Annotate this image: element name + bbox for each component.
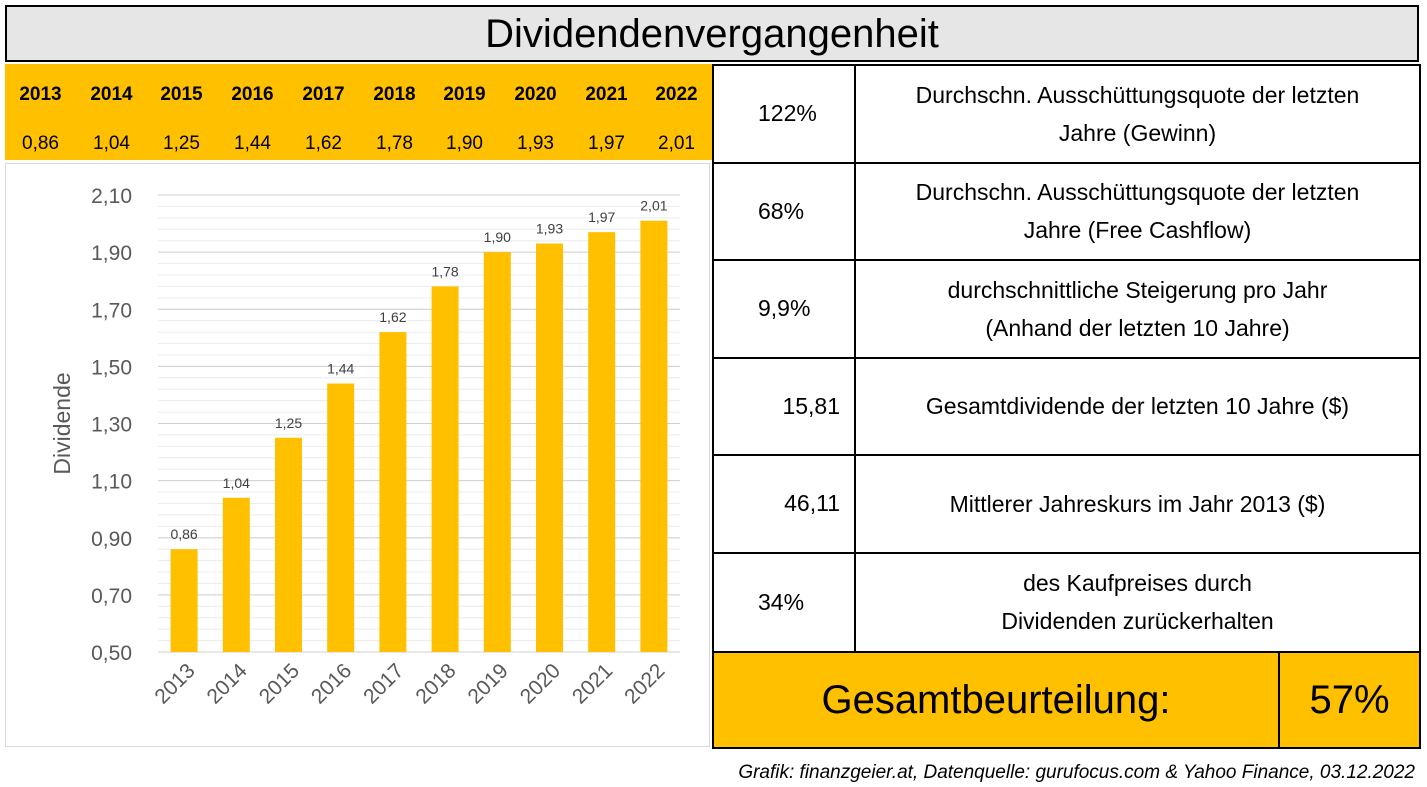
bar-value-label: 1,04: [223, 475, 250, 491]
y-tick-label: 2,10: [91, 185, 132, 208]
bar-value-label: 0,86: [170, 526, 197, 542]
x-tick-label: 2013: [150, 659, 199, 708]
x-tick-label: 2014: [203, 659, 253, 709]
bar: [536, 243, 563, 652]
y-tick-label: 0,70: [91, 585, 132, 608]
stat-description: Durchschn. Ausschüttungsquote der letzte…: [856, 66, 1419, 162]
bar: [170, 549, 198, 652]
stat-description-line: durchschnittliche Steigerung pro Jahr: [947, 276, 1328, 303]
stat-row-payout-earnings: 122% Durchschn. Ausschüttungsquote der l…: [714, 66, 1419, 164]
bar-value-label: 1,62: [379, 309, 406, 325]
x-tick-label: 2017: [359, 659, 408, 708]
dividend-cell: 1,93: [517, 133, 554, 154]
bar-value-label: 1,44: [327, 361, 354, 377]
year-cell: 2020: [514, 84, 557, 105]
stat-description: Gesamtdividende der letzten 10 Jahre ($): [925, 393, 1350, 420]
bar: [379, 332, 407, 652]
stat-description-line: Durchschn. Ausschüttungsquote der letzte…: [915, 179, 1360, 206]
stat-value: 46,11: [714, 456, 856, 552]
y-tick-label: 1,30: [91, 414, 132, 437]
year-cell: 2014: [90, 84, 133, 105]
stat-value: 34%: [714, 553, 856, 651]
x-tick-label: 2020: [516, 659, 565, 708]
dividend-cell: 1,62: [305, 133, 342, 154]
year-cell: 2019: [443, 84, 486, 105]
x-tick-label: 2019: [464, 659, 513, 708]
year-cell: 2016: [231, 84, 274, 105]
year-cell: 2021: [585, 84, 628, 105]
year-cell: 2017: [302, 84, 345, 105]
dividend-cell: 1,04: [93, 133, 130, 154]
y-tick-label: 1,70: [91, 299, 132, 322]
stat-description: Durchschn. Ausschüttungsquote der letzte…: [856, 164, 1419, 260]
dividend-cell: 1,78: [376, 133, 413, 154]
stat-description: durchschnittliche Steigerung pro Jahr (An…: [856, 261, 1419, 357]
dividend-year-table: 2013 2014 2015 2016 2017 2018 2019 2020 …: [5, 64, 712, 160]
stats-table: 122% Durchschn. Ausschüttungsquote der l…: [712, 64, 1421, 653]
dividend-cell: 1,25: [163, 133, 200, 154]
bar-value-label: 1,90: [484, 229, 511, 245]
x-tick-label: 2015: [255, 659, 304, 708]
stat-row-payback: 34% des Kaufpreises durch Dividenden zurü…: [714, 553, 1419, 652]
stat-value: 68%: [714, 163, 856, 259]
dividend-chart-frame: 2,10 1,90 1,70 1,50 1,30 1,10 0,90 0,70 0,50 Divi…: [5, 163, 710, 747]
bar: [275, 437, 302, 652]
x-tick-label: 2021: [568, 659, 617, 708]
dividend-bar-chart: 2,10 1,90 1,70 1,50 1,30 1,10 0,90 0,70 0,50 Divi…: [49, 185, 680, 709]
overall-rating: Gesamtbeurteilung: 57%: [712, 651, 1421, 749]
y-tick-label: 1,10: [91, 471, 132, 494]
stat-row-growth: 9,9% durchschnittliche Steigerung pro Ja…: [714, 261, 1419, 359]
stat-description-line: Durchschn. Ausschüttungsquote der letzte…: [915, 81, 1360, 108]
stat-row-mean-price: 46,11 Mittlerer Jahreskurs im Jahr 2013 …: [714, 456, 1419, 554]
stat-description: Mittlerer Jahreskurs im Jahr 2013 ($): [949, 490, 1326, 517]
stat-row-payout-fcf: 68% Durchschn. Ausschüttungsquote der le…: [714, 163, 1419, 261]
stat-description-line: des Kaufpreises durch: [1023, 570, 1252, 597]
year-cell: 2018: [373, 84, 416, 105]
stat-description-line: (Anhand der letzten 10 Jahre): [985, 314, 1290, 341]
stat-value: 15,81: [714, 358, 856, 454]
y-axis-label: Dividende: [49, 372, 75, 474]
bar: [588, 232, 616, 652]
stat-value: 122%: [714, 66, 856, 162]
x-tick-label: 2022: [620, 659, 669, 708]
page-title: Dividendenvergangenheit: [5, 5, 1419, 62]
bar: [431, 286, 459, 652]
stat-description-line: Dividenden zurückerhalten: [1001, 608, 1274, 635]
bar-value-label: 1,78: [431, 263, 458, 279]
bar-value-label: 1,97: [588, 209, 615, 225]
x-tick-label: 2018: [411, 659, 460, 708]
dividend-cell: 2,01: [658, 133, 695, 154]
x-tick-label: 2016: [307, 659, 356, 708]
bar: [222, 497, 250, 652]
dividend-cell: 1,97: [588, 133, 625, 154]
year-cell: 2013: [19, 84, 62, 105]
bar-value-label: 1,93: [536, 221, 563, 237]
dividend-cell: 0,86: [22, 133, 59, 154]
overall-rating-label: Gesamtbeurteilung:: [714, 653, 1280, 747]
y-tick-label: 1,90: [91, 242, 132, 265]
bar: [640, 220, 668, 653]
bar: [327, 383, 355, 652]
stat-value: 9,9%: [714, 261, 856, 357]
source-note: Grafik: finanzgeier.at, Datenquelle: gur…: [738, 762, 1415, 783]
y-tick-label: 1,50: [91, 356, 132, 379]
year-cell: 2015: [160, 84, 203, 105]
y-tick-label: 0,90: [91, 528, 132, 551]
stat-description-line: Jahre (Free Cashflow): [1023, 217, 1252, 244]
stat-description: des Kaufpreises durch Dividenden zurücker…: [856, 554, 1419, 652]
overall-rating-score: 57%: [1309, 677, 1390, 722]
year-cell: 2022: [655, 84, 698, 105]
bar-value-label: 2,01: [640, 198, 667, 214]
y-tick-label: 0,50: [91, 642, 132, 665]
bar: [483, 252, 511, 652]
stat-row-total-dividend: 15,81 Gesamtdividende der letzten 10 Jah…: [714, 358, 1419, 456]
dividend-cell: 1,44: [234, 133, 271, 154]
dividend-cell: 1,90: [446, 133, 483, 154]
stat-description-line: Jahre (Gewinn): [1058, 119, 1217, 146]
bar-value-label: 1,25: [275, 415, 302, 431]
